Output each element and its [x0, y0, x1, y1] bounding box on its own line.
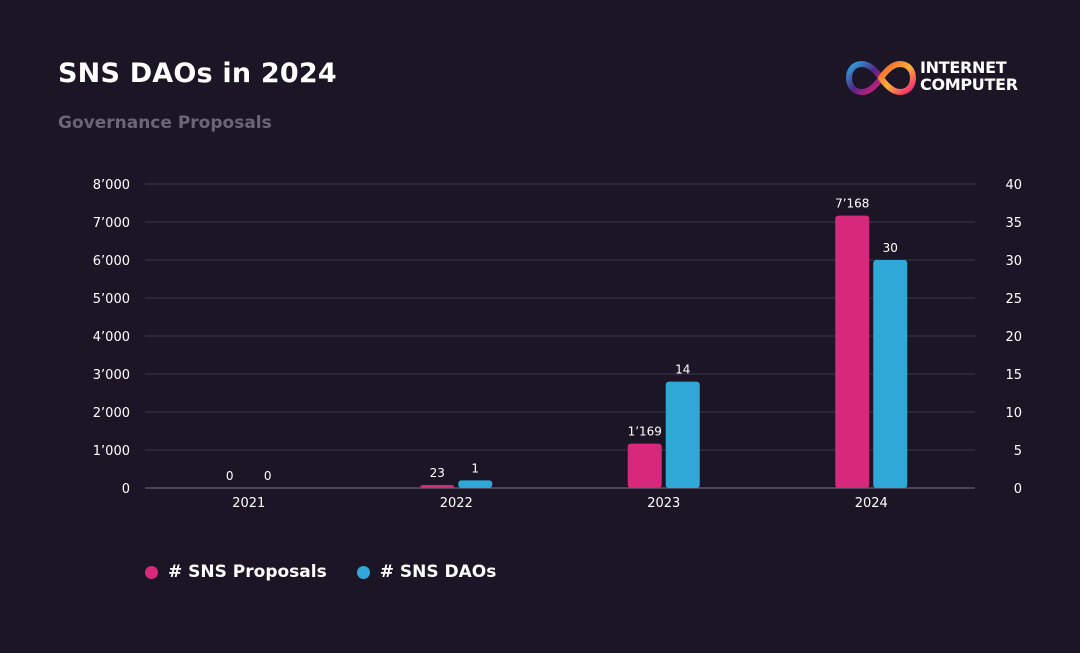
bar-proposals [835, 215, 870, 488]
data-label-proposals: 1’169 [628, 425, 662, 439]
y-right-tick-label: 20 [1005, 330, 1022, 345]
y-right-tick-label: 5 [1014, 444, 1022, 459]
bar-daos [665, 381, 700, 488]
y-right-tick-label: 0 [1014, 482, 1022, 497]
y-left-tick-label: 4’000 [93, 330, 130, 345]
y-left-tick-label: 5’000 [93, 292, 130, 307]
y-left-tick-label: 1’000 [93, 444, 130, 459]
chart-legend: # SNS Proposals # SNS DAOs [145, 562, 496, 582]
x-tick-label: 2021 [232, 496, 265, 511]
bar-daos [458, 480, 493, 488]
bar-proposals [420, 485, 455, 488]
infinity-icon [845, 60, 917, 96]
legend-label-daos: # SNS DAOs [379, 562, 497, 582]
y-right-tick-label: 40 [1005, 178, 1022, 193]
data-label-daos: 14 [675, 363, 690, 377]
y-right-tick-label: 15 [1005, 368, 1022, 383]
data-label-daos: 30 [883, 241, 898, 255]
y-right-tick-label: 30 [1005, 254, 1022, 269]
bar-daos [873, 260, 908, 488]
data-label-daos: 1 [471, 461, 479, 475]
y-left-tick-label: 6’000 [93, 254, 130, 269]
legend-item-daos: # SNS DAOs [356, 562, 497, 582]
data-label-proposals: 23 [430, 466, 445, 480]
chart-title: SNS DAOs in 2024 [58, 58, 337, 89]
legend-item-proposals: # SNS Proposals [145, 562, 327, 582]
legend-swatch-proposals [145, 565, 158, 579]
legend-swatch-daos [356, 565, 370, 579]
internet-computer-logo: INTERNET COMPUTER [845, 58, 1036, 98]
x-tick-label: 2023 [647, 496, 680, 511]
y-left-tick-label: 7’000 [93, 216, 130, 231]
y-left-tick-label: 2’000 [93, 406, 130, 421]
y-left-tick-label: 0 [122, 482, 130, 497]
logo-text-line1: INTERNET [920, 58, 1007, 77]
y-right-tick-label: 10 [1005, 406, 1022, 421]
y-left-tick-label: 8’000 [93, 178, 130, 193]
logo-text: INTERNET COMPUTER [920, 59, 1018, 93]
y-right-tick-label: 35 [1005, 216, 1022, 231]
chart-subtitle: Governance Proposals [58, 113, 272, 133]
data-label-proposals: 7’168 [835, 197, 869, 211]
data-label-daos: 0 [264, 469, 272, 483]
y-right-tick-label: 25 [1005, 292, 1022, 307]
data-label-proposals: 0 [226, 469, 234, 483]
legend-label-proposals: # SNS Proposals [168, 562, 327, 582]
logo-text-line2: COMPUTER [920, 75, 1018, 94]
y-left-tick-label: 3’000 [93, 368, 130, 383]
x-tick-label: 2022 [440, 496, 473, 511]
bar-proposals [627, 443, 662, 488]
x-tick-label: 2024 [855, 496, 888, 511]
